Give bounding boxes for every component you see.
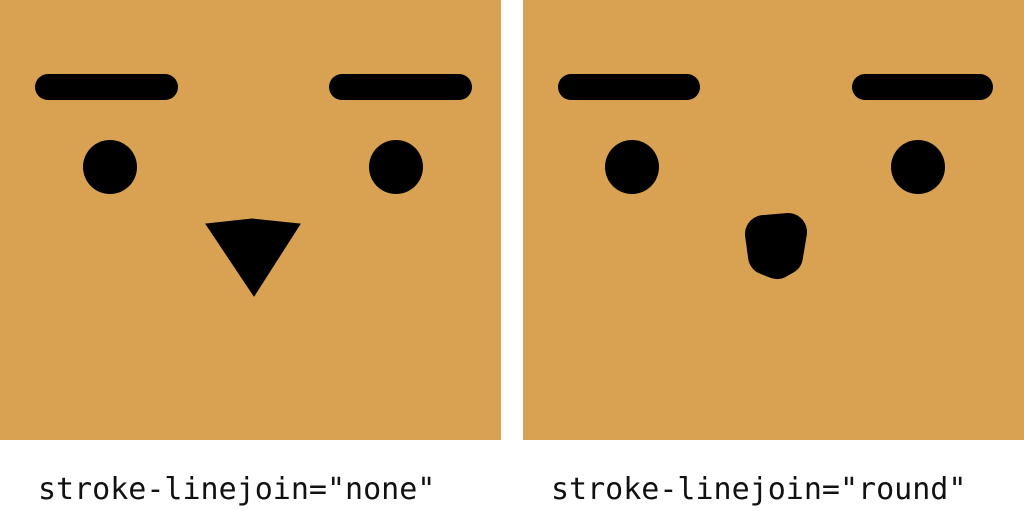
faces-figure bbox=[0, 0, 1024, 440]
left-eye-right bbox=[605, 140, 659, 194]
nose-mitered bbox=[205, 218, 301, 297]
left-eye-left bbox=[83, 140, 137, 194]
right-eye-right bbox=[891, 140, 945, 194]
caption-linejoin-round: stroke-linejoin="round" bbox=[551, 472, 967, 507]
face-panel-left bbox=[0, 0, 501, 440]
face-panel-right bbox=[523, 0, 1024, 440]
right-eye-left bbox=[369, 140, 423, 194]
nose-rounded bbox=[745, 213, 807, 279]
caption-linejoin-none: stroke-linejoin="none" bbox=[38, 472, 436, 507]
